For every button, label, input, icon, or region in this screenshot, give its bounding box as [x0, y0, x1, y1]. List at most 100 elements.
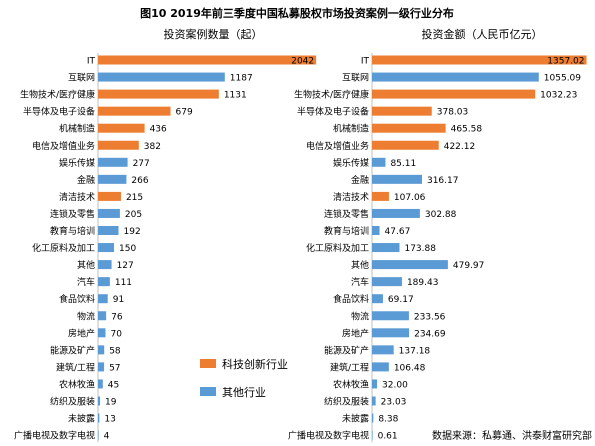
- bar: [98, 174, 127, 184]
- bar: [372, 55, 587, 65]
- data-label: 1187: [230, 74, 253, 84]
- bar: [98, 396, 101, 406]
- category-label: 清洁技术: [59, 191, 95, 203]
- data-label: 479.97: [453, 261, 485, 271]
- data-label: 58: [109, 346, 121, 356]
- bar: [98, 191, 121, 201]
- right-panel-amount: IT 1357.02 互联网 1055.09 生物技术/医疗健康 1032.23 半导体及电…: [288, 53, 587, 443]
- legend-swatch-tech: [200, 359, 216, 368]
- bar: [372, 72, 539, 82]
- category-label: 教育与培训: [50, 225, 95, 237]
- data-label: 45: [108, 380, 119, 390]
- category-label: 物流: [77, 310, 95, 322]
- category-label: 生物技术/医疗健康: [294, 89, 369, 101]
- category-label: 化工原料及加工: [306, 242, 369, 254]
- bar: [98, 277, 110, 287]
- data-label: 57: [109, 363, 120, 373]
- category-label: 连锁及零售: [50, 208, 95, 220]
- category-label: 房地产: [342, 327, 369, 339]
- category-label: 电信及增值业务: [32, 140, 95, 152]
- data-label: 69.17: [388, 295, 414, 305]
- left-panel-title: 投资案例数量（起）: [164, 27, 263, 41]
- bar: [372, 430, 373, 440]
- data-label: 192: [124, 227, 141, 237]
- data-label: 233.56: [414, 312, 446, 322]
- bar: [98, 106, 171, 116]
- data-label: 205: [125, 210, 142, 220]
- source-note: 数据来源：私募通、洪泰财富研究部: [432, 429, 592, 442]
- bar: [372, 123, 446, 133]
- bar: [98, 345, 105, 355]
- category-label: 农林牧渔: [333, 378, 369, 390]
- data-label: 107.06: [394, 193, 426, 203]
- category-label: 广播电视及数字电视: [288, 430, 369, 442]
- bar: [98, 72, 225, 82]
- bar: [98, 157, 128, 167]
- category-label: 娱乐传媒: [59, 157, 95, 169]
- data-label: 111: [115, 278, 132, 288]
- category-label: 教育与培训: [324, 225, 369, 237]
- bar: [98, 55, 317, 65]
- data-label: 1357.02: [547, 57, 584, 67]
- bar: [372, 106, 432, 116]
- bar: [98, 89, 219, 99]
- data-label: 277: [133, 159, 150, 169]
- bar: [372, 294, 383, 304]
- category-label: 未披露: [342, 413, 369, 425]
- bar: [372, 208, 420, 218]
- category-label: 机械制造: [333, 123, 369, 135]
- category-label: 纺织及服装: [50, 396, 95, 408]
- data-label: 137.18: [399, 346, 431, 356]
- data-label: 1032.23: [540, 91, 577, 101]
- bar: [372, 379, 378, 389]
- category-label: 互联网: [342, 73, 369, 84]
- category-label: 生物技术/医疗健康: [20, 89, 95, 101]
- data-label: 106.48: [394, 363, 426, 373]
- data-label: 234.69: [414, 329, 446, 339]
- category-label: 农林牧渔: [59, 378, 95, 390]
- data-label: 47.67: [385, 227, 411, 237]
- category-label: 互联网: [68, 73, 95, 84]
- category-label: 建筑/工程: [330, 361, 369, 373]
- data-label: 127: [117, 261, 134, 271]
- category-label: 金融: [77, 174, 95, 186]
- data-label: 13: [104, 415, 115, 425]
- category-label: 纺织及服装: [324, 396, 369, 408]
- bar: [372, 328, 410, 338]
- data-label: 4: [104, 432, 110, 442]
- bar: [372, 174, 422, 184]
- bar: [372, 140, 439, 150]
- data-label: 316.17: [427, 176, 459, 186]
- bar: [98, 226, 119, 235]
- bar: [372, 157, 386, 167]
- category-label: 未披露: [68, 413, 95, 425]
- category-label: 物流: [351, 310, 369, 322]
- category-label: 化工原料及加工: [32, 242, 95, 254]
- category-label: IT: [361, 57, 370, 67]
- category-label: 能源及矿产: [324, 344, 369, 356]
- data-label: 302.88: [425, 210, 457, 220]
- data-label: 189.43: [407, 278, 439, 288]
- category-label: 其他: [351, 259, 369, 271]
- bar: [98, 328, 106, 338]
- bar: [98, 430, 99, 440]
- legend: 科技创新行业 其他行业: [200, 357, 288, 399]
- category-label: 机械制造: [59, 123, 95, 135]
- bar: [372, 191, 389, 201]
- data-label: 1055.09: [544, 74, 581, 84]
- data-label: 2042: [291, 57, 314, 67]
- legend-label-other: 其他行业: [222, 386, 266, 399]
- data-label: 32.00: [382, 380, 408, 390]
- bar: [98, 123, 145, 133]
- category-label: 其他: [77, 259, 95, 271]
- category-label: 建筑/工程: [56, 361, 95, 373]
- data-label: 85.11: [390, 159, 416, 169]
- legend-label-tech: 科技创新行业: [222, 357, 288, 371]
- category-label: 能源及矿产: [50, 344, 95, 356]
- data-label: 465.58: [451, 125, 483, 135]
- category-label: IT: [87, 57, 96, 67]
- bar: [98, 208, 120, 218]
- category-label: 娱乐传媒: [333, 157, 369, 169]
- category-label: 半导体及电子设备: [23, 106, 95, 118]
